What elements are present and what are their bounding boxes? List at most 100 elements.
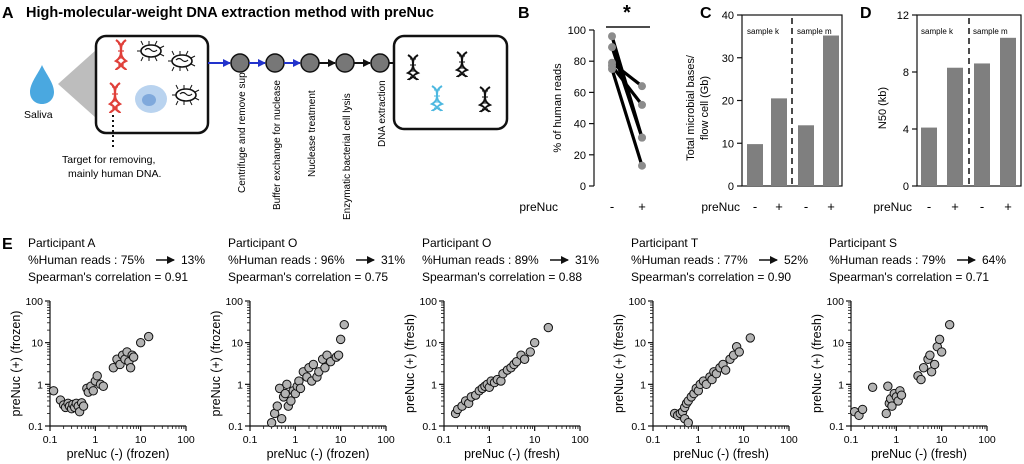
data-point xyxy=(286,396,296,406)
data-point xyxy=(92,371,102,381)
bar xyxy=(947,67,963,186)
y-tick-label: 0 xyxy=(728,181,734,193)
x-tick-label: + xyxy=(827,199,835,214)
x-tick-label: + xyxy=(1004,199,1012,214)
step-label: Buffer exchange for nuclease xyxy=(272,80,283,210)
data-point xyxy=(335,334,346,345)
human-reads-after: 31% xyxy=(575,253,599,267)
y-tick-label: 8 xyxy=(903,67,909,79)
panel-a: A High-molecular-weight DNA extraction m… xyxy=(2,5,509,220)
y-tick-label: 10 xyxy=(425,338,437,350)
human-reads-after: 13% xyxy=(181,253,205,267)
bar xyxy=(771,98,787,186)
bar xyxy=(823,35,839,186)
human-reads-before: %Human reads : 77% xyxy=(631,253,748,267)
y-axis-label: % of human reads xyxy=(552,63,564,153)
y-tick-label: 30 xyxy=(722,53,734,65)
y-tick-label: 4 xyxy=(903,124,909,136)
x-tick-label: 100 xyxy=(571,434,589,446)
y-tick-label: 10 xyxy=(722,138,734,150)
x-tick-label: 100 xyxy=(780,434,798,446)
data-point xyxy=(543,322,554,333)
x-tick-label: 1 xyxy=(893,434,899,446)
x-tick-label: + xyxy=(775,199,783,214)
human-cell-icon xyxy=(135,85,167,113)
y-tick-label: 1 xyxy=(640,379,646,391)
y-tick-label: 10 xyxy=(31,338,43,350)
process-flow xyxy=(208,53,394,73)
step-node xyxy=(370,53,390,73)
y-axis-label: flow cell (Gb) xyxy=(699,76,711,140)
x-tick-label: 10 xyxy=(529,434,541,446)
y-axis-label: preNuc (+) (fresh) xyxy=(403,314,417,413)
participant-label: Participant O xyxy=(228,236,297,250)
y-tick-label: 1 xyxy=(237,379,243,391)
data-point xyxy=(936,347,947,357)
data-point xyxy=(333,350,344,360)
data-point xyxy=(339,319,349,330)
data-point xyxy=(608,43,616,52)
group-label: sample m xyxy=(797,27,832,36)
x-tick-label: 1 xyxy=(486,434,492,446)
data-point xyxy=(857,404,868,415)
data-point xyxy=(867,382,878,392)
data-point xyxy=(98,381,109,391)
data-point xyxy=(608,65,616,73)
y-axis-label: preNuc (+) (frozen) xyxy=(209,311,223,417)
data-point xyxy=(896,390,907,400)
x-axis-label: preNuc (-) (fresh) xyxy=(673,447,769,461)
y-tick-label: 40 xyxy=(574,119,586,131)
y-tick-label: 0.1 xyxy=(28,421,43,433)
human-reads-before: %Human reads : 96% xyxy=(228,253,345,267)
paired-line xyxy=(610,61,644,88)
data-point xyxy=(881,408,891,419)
plot-frame xyxy=(916,14,1022,187)
x-axis-label: preNuc xyxy=(873,200,912,214)
bar xyxy=(798,125,814,186)
y-tick-label: 10 xyxy=(634,338,646,350)
x-tick-label: 100 xyxy=(177,434,195,446)
x-tick-label: + xyxy=(951,199,959,214)
y-tick-label: 40 xyxy=(722,10,734,22)
target-label-1: Target for removing, xyxy=(62,154,155,166)
data-point xyxy=(280,388,290,399)
data-point xyxy=(745,333,755,343)
x-tick-label: 1 xyxy=(92,434,98,446)
y-tick-label: 100 xyxy=(25,296,43,308)
x-tick-label: - xyxy=(753,199,757,214)
x-tick-label: + xyxy=(638,199,646,214)
scatter-plots: Participant A %Human reads : 75% 13% Spearm… xyxy=(9,236,1006,461)
x-tick-label: 0.1 xyxy=(437,434,452,446)
step-label: Nuclease treatment xyxy=(307,90,318,177)
y-tick-label: 60 xyxy=(574,87,586,99)
y-ticks: 0 20 40 60 80 100 xyxy=(568,25,594,193)
group-label: sample k xyxy=(747,27,780,36)
scatter-plot: Participant A %Human reads : 75% 13% Spearm… xyxy=(9,236,205,461)
data-point xyxy=(638,82,646,91)
x-axis-label: preNuc xyxy=(519,200,558,214)
x-tick-label: 10 xyxy=(335,434,347,446)
group-label: sample k xyxy=(921,27,954,36)
y-axis-label: preNuc (+) (fresh) xyxy=(810,314,824,413)
panel-a-title: High-molecular-weight DNA extraction met… xyxy=(26,5,434,21)
y-tick-label: 10 xyxy=(231,338,243,350)
data-point xyxy=(519,354,530,364)
y-tick-label: 80 xyxy=(574,56,586,68)
bar xyxy=(747,144,763,186)
bar xyxy=(1000,37,1016,186)
y-tick-label: 100 xyxy=(568,25,586,37)
saliva-drop-icon xyxy=(30,65,54,104)
bar xyxy=(921,127,937,186)
data-point xyxy=(934,334,945,345)
y-tick-label: 0 xyxy=(580,181,586,193)
participant-label: Participant O xyxy=(422,236,491,250)
data-point xyxy=(320,363,330,373)
x-axis-label: preNuc (-) (fresh) xyxy=(871,447,967,461)
y-axis-label: Total microbial bases/ xyxy=(685,54,697,161)
data-point xyxy=(525,347,535,357)
data-point xyxy=(929,359,940,370)
human-reads-after: 52% xyxy=(784,253,808,267)
data-point xyxy=(638,161,646,170)
data-point xyxy=(916,374,926,385)
